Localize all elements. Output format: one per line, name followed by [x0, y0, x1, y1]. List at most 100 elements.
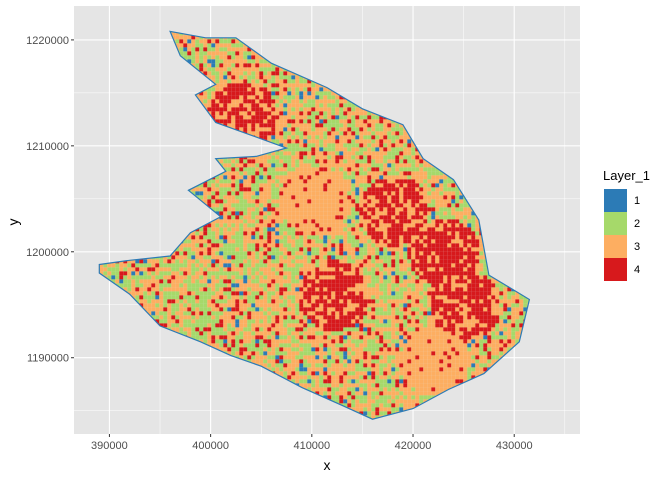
raster-cell	[327, 203, 332, 208]
raster-cell	[323, 143, 328, 148]
raster-cell	[399, 187, 404, 192]
raster-cell	[223, 175, 228, 180]
raster-cell	[303, 191, 308, 196]
raster-cell	[427, 171, 432, 176]
raster-cell	[391, 171, 396, 176]
raster-cell	[255, 67, 260, 72]
raster-cell	[367, 195, 372, 200]
raster-cell	[279, 115, 284, 120]
raster-cell	[275, 211, 280, 216]
raster-cell	[191, 39, 196, 44]
raster-cell	[275, 195, 280, 200]
raster-cell	[255, 175, 260, 180]
raster-cell	[375, 183, 380, 188]
raster-cell	[435, 167, 440, 172]
raster-cell	[235, 179, 240, 184]
raster-cell	[215, 187, 220, 192]
raster-cell	[259, 59, 264, 64]
raster-cell	[307, 203, 312, 208]
raster-cell	[271, 135, 276, 140]
raster-cell	[287, 167, 292, 172]
raster-cell	[331, 183, 336, 188]
raster-cell	[367, 143, 372, 148]
raster-cell	[347, 143, 352, 148]
raster-cell	[351, 135, 356, 140]
raster-cell	[443, 207, 448, 212]
raster-cell	[339, 167, 344, 172]
raster-cell	[235, 107, 240, 112]
raster-cell	[279, 203, 284, 208]
raster-cell	[199, 51, 204, 56]
raster-cell	[223, 119, 228, 124]
raster-cell	[395, 207, 400, 212]
raster-cell	[247, 87, 252, 92]
raster-cell	[263, 75, 268, 80]
raster-cell	[299, 127, 304, 132]
raster-cell	[271, 187, 276, 192]
raster-cell	[315, 207, 320, 212]
raster-cell	[275, 151, 280, 156]
raster-cell	[239, 107, 244, 112]
raster-cell	[295, 195, 300, 200]
raster-cell	[335, 175, 340, 180]
raster-cell	[411, 143, 416, 148]
raster-cell	[203, 103, 208, 108]
raster-cell	[423, 175, 428, 180]
raster-cell	[279, 207, 284, 212]
raster-cell	[251, 179, 256, 184]
raster-cell	[395, 139, 400, 144]
raster-cell	[315, 187, 320, 192]
raster-cell	[331, 207, 336, 212]
raster-cell	[315, 171, 320, 176]
raster-cell	[227, 187, 232, 192]
raster-cell	[303, 127, 308, 132]
raster-cell	[215, 203, 220, 208]
raster-cell	[251, 123, 256, 128]
raster-cell	[383, 123, 388, 128]
raster-cell	[231, 207, 236, 212]
raster-cell	[347, 139, 352, 144]
raster-cell	[239, 115, 244, 120]
raster-cell	[255, 63, 260, 68]
raster-cell	[299, 191, 304, 196]
raster-cell	[323, 103, 328, 108]
raster-cell	[239, 187, 244, 192]
raster-cell	[235, 191, 240, 196]
raster-cell	[359, 119, 364, 124]
raster-cell	[211, 203, 216, 208]
raster-cell	[331, 107, 336, 112]
raster-cell	[203, 51, 208, 56]
raster-cell	[323, 191, 328, 196]
raster-cell	[267, 91, 272, 96]
raster-cell	[319, 203, 324, 208]
raster-cell	[387, 179, 392, 184]
raster-cell	[251, 127, 256, 132]
raster-cell	[311, 123, 316, 128]
raster-cell	[407, 187, 412, 192]
raster-cell	[455, 195, 460, 200]
raster-cell	[383, 127, 388, 132]
raster-cell	[235, 59, 240, 64]
raster-cell	[267, 151, 272, 156]
raster-cell	[275, 183, 280, 188]
raster-cell	[375, 199, 380, 204]
raster-cell	[259, 115, 264, 120]
raster-cell	[383, 183, 388, 188]
raster-cell	[311, 131, 316, 136]
raster-cell	[359, 167, 364, 172]
raster-cell	[355, 111, 360, 116]
raster-cell	[215, 39, 220, 44]
raster-cell	[339, 123, 344, 128]
raster-cell	[315, 107, 320, 112]
raster-cell	[439, 191, 444, 196]
raster-cell	[319, 103, 324, 108]
raster-cell	[183, 47, 188, 52]
raster-cell	[283, 99, 288, 104]
raster-cell	[439, 199, 444, 204]
raster-cell	[295, 79, 300, 84]
raster-cell	[319, 139, 324, 144]
raster-cell	[211, 51, 216, 56]
raster-cell	[219, 55, 224, 60]
raster-cell	[283, 107, 288, 112]
raster-cell	[223, 59, 228, 64]
